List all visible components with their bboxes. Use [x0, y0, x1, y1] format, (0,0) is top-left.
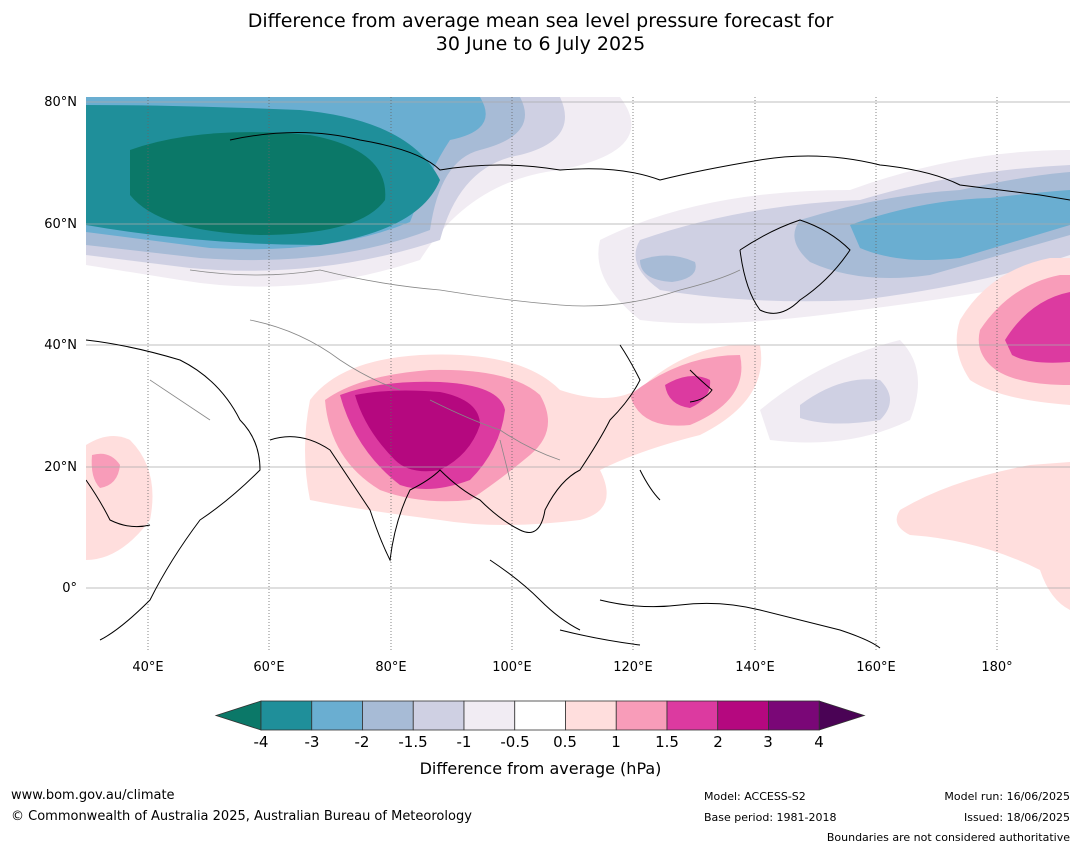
- anomaly-field-positive-asia: [86, 344, 1070, 610]
- lon-label-160e: 160°E: [856, 660, 896, 675]
- model-text: Model: ACCESS-S2: [704, 790, 806, 803]
- colorbar-segment: [565, 700, 617, 731]
- cbar-tick: 2: [713, 733, 723, 751]
- colorbar-label: Difference from average (hPa): [419, 759, 662, 778]
- cbar-tick: -0.5: [500, 733, 530, 751]
- lon-label-100e: 100°E: [492, 660, 532, 675]
- colorbar-segment: [260, 700, 313, 731]
- disclaimer-text: Boundaries are not considered authoritat…: [826, 831, 1070, 844]
- cbar-tick: -4: [253, 733, 269, 751]
- cbar-tick: -2: [354, 733, 370, 751]
- lon-label-80e: 80°E: [375, 660, 407, 675]
- colorbar-segment: [615, 700, 668, 731]
- graticule: [86, 101, 1070, 589]
- lon-label-140e: 140°E: [735, 660, 775, 675]
- base-period-text: Base period: 1981-2018: [704, 811, 837, 824]
- model-run-text: Model run: 16/06/2025: [944, 790, 1070, 803]
- issued-text: Issued: 18/06/2025: [963, 811, 1070, 824]
- anomaly-field-negative-north: [86, 97, 632, 287]
- colorbar-segment: [768, 700, 820, 731]
- colorbar-extend-high: [818, 700, 866, 731]
- meridians: [147, 97, 998, 650]
- map-title-line2: 30 June to 6 July 2025: [435, 33, 646, 55]
- colorbar-segment: [311, 700, 363, 731]
- cbar-tick: 1.5: [655, 733, 679, 751]
- lat-label-0: 0°: [62, 581, 77, 596]
- colorbar-segment: [463, 700, 516, 731]
- colorbar-segment: [514, 700, 566, 731]
- cbar-tick: 3: [763, 733, 773, 751]
- cbar-tick: -1: [456, 733, 472, 751]
- lon-label-60e: 60°E: [253, 660, 285, 675]
- lat-label-60n: 60°N: [44, 217, 77, 232]
- cbar-tick: 0.5: [553, 733, 577, 751]
- country-borders: [149, 269, 741, 481]
- lat-label-40n: 40°N: [44, 338, 77, 353]
- lon-label-180: 180°: [981, 660, 1013, 675]
- cbar-tick: 1: [611, 733, 621, 751]
- coastlines: [86, 132, 1070, 649]
- colorbar-segment: [362, 700, 414, 731]
- cbar-tick: 4: [814, 733, 824, 751]
- lat-label-20n: 20°N: [44, 460, 77, 475]
- map-title: Difference from average mean sea level p…: [0, 10, 1081, 56]
- colorbar-segment: [717, 700, 769, 731]
- lon-label-120e: 120°E: [613, 660, 653, 675]
- colorbar-segment: [666, 700, 719, 731]
- copyright-text: © Commonwealth of Australia 2025, Austra…: [11, 809, 472, 824]
- map-title-line1: Difference from average mean sea level p…: [247, 10, 834, 32]
- lat-label-80n: 80°N: [44, 95, 77, 110]
- cbar-tick: -3: [304, 733, 320, 751]
- colorbar-extend-low: [214, 700, 262, 731]
- colorbar-segment: [412, 700, 465, 731]
- lon-label-40e: 40°E: [132, 660, 164, 675]
- cbar-tick: -1.5: [398, 733, 428, 751]
- website-link[interactable]: www.bom.gov.au/climate: [11, 788, 175, 803]
